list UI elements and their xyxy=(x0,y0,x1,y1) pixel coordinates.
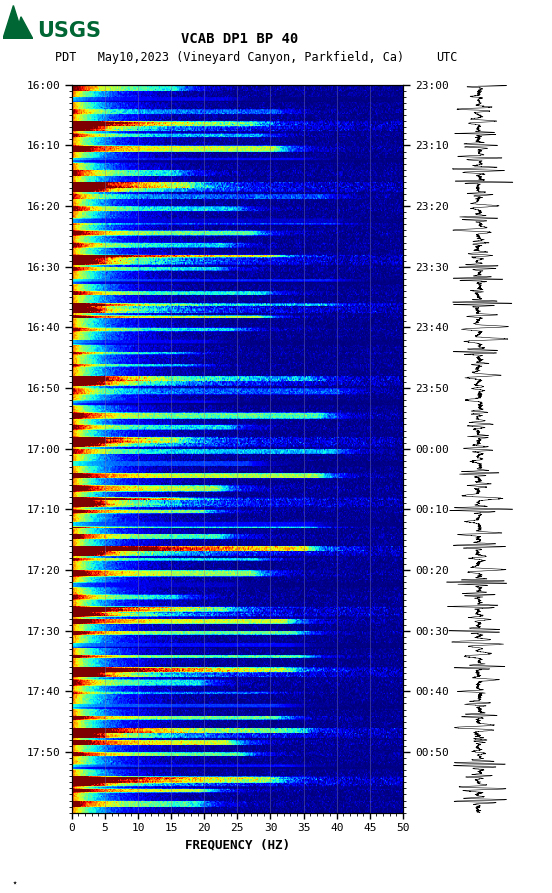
Polygon shape xyxy=(3,5,24,39)
X-axis label: FREQUENCY (HZ): FREQUENCY (HZ) xyxy=(185,839,290,852)
Text: $\star$: $\star$ xyxy=(11,878,18,888)
Polygon shape xyxy=(15,17,33,39)
Text: PDT   May10,2023 (Vineyard Canyon, Parkfield, Ca): PDT May10,2023 (Vineyard Canyon, Parkfie… xyxy=(55,51,404,63)
Text: UTC: UTC xyxy=(436,51,458,63)
Text: USGS: USGS xyxy=(38,21,102,41)
Text: VCAB DP1 BP 40: VCAB DP1 BP 40 xyxy=(182,32,299,46)
